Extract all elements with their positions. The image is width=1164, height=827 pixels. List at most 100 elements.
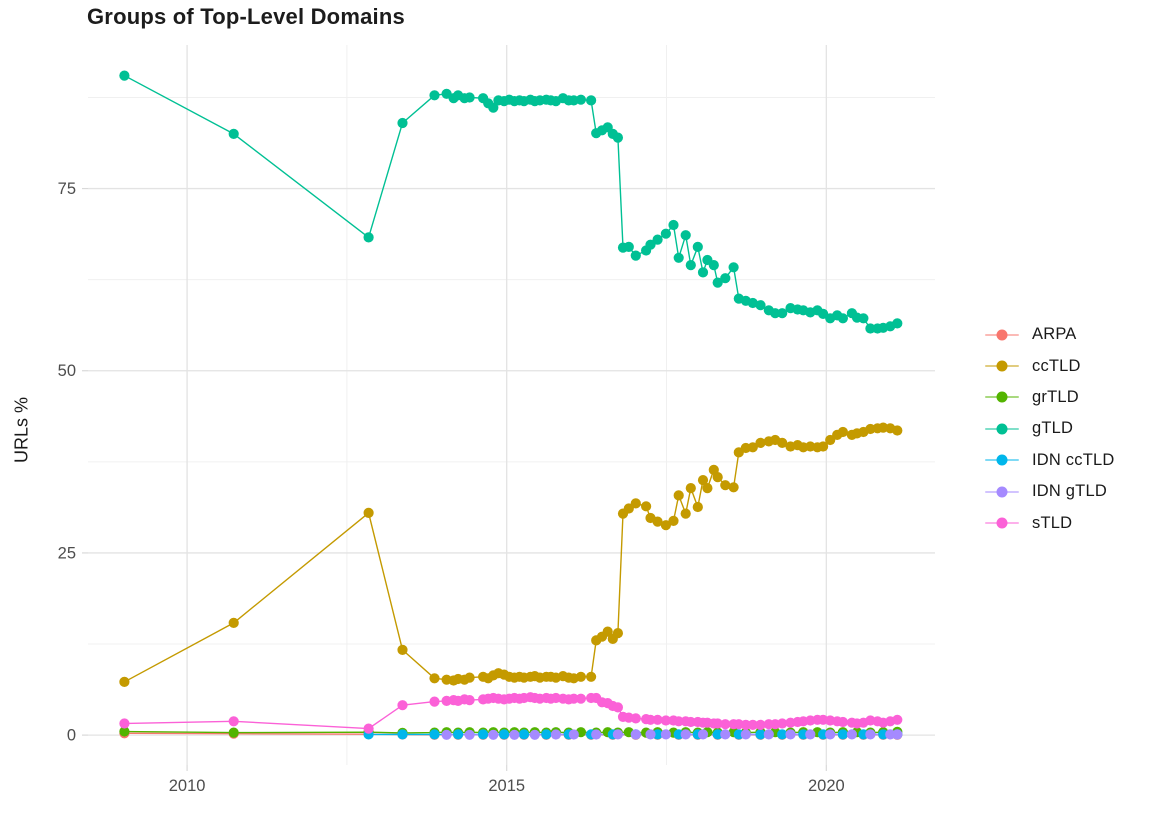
data-point bbox=[673, 729, 684, 740]
data-point bbox=[464, 695, 475, 706]
data-point bbox=[464, 672, 475, 683]
data-point bbox=[623, 241, 634, 252]
data-point bbox=[712, 472, 723, 483]
data-point bbox=[673, 252, 684, 263]
y-tick-label: 25 bbox=[58, 544, 76, 562]
legend-key-icon bbox=[984, 390, 1020, 404]
data-point bbox=[728, 262, 739, 273]
data-point bbox=[755, 729, 766, 740]
data-point bbox=[645, 714, 656, 725]
legend-item-cctld: ccTLD bbox=[984, 350, 1114, 381]
data-point bbox=[680, 508, 691, 519]
data-point bbox=[660, 729, 672, 740]
data-point bbox=[575, 693, 587, 704]
x-tick-label: 2010 bbox=[169, 777, 206, 795]
legend-label: ccTLD bbox=[1032, 356, 1081, 375]
data-point bbox=[763, 729, 774, 740]
data-point bbox=[660, 520, 672, 531]
data-point bbox=[740, 729, 751, 740]
data-point bbox=[575, 671, 587, 682]
data-point bbox=[720, 719, 731, 730]
data-point bbox=[660, 228, 672, 239]
data-point bbox=[478, 729, 489, 740]
data-point bbox=[119, 726, 130, 737]
data-point bbox=[602, 626, 613, 637]
data-point bbox=[397, 117, 408, 129]
data-point bbox=[591, 729, 602, 740]
y-tick-label: 50 bbox=[58, 362, 76, 380]
data-point bbox=[712, 277, 723, 288]
data-point bbox=[740, 719, 751, 731]
data-point bbox=[692, 241, 703, 252]
data-point bbox=[837, 716, 849, 728]
data-point bbox=[660, 715, 672, 726]
data-point bbox=[697, 475, 709, 486]
data-point bbox=[429, 696, 440, 707]
data-point bbox=[692, 501, 703, 513]
data-point bbox=[612, 729, 624, 740]
data-point bbox=[652, 516, 663, 527]
data-point bbox=[733, 729, 744, 740]
data-point bbox=[685, 260, 696, 271]
data-point bbox=[441, 729, 452, 740]
data-point bbox=[652, 234, 663, 245]
data-point bbox=[429, 90, 440, 101]
data-point bbox=[720, 273, 731, 284]
data-point bbox=[747, 442, 758, 453]
legend: ARPA ccTLD grTLD gTLD IDN ccTLD IDN gTLD sTLD bbox=[984, 319, 1114, 539]
data-point bbox=[892, 714, 903, 725]
legend-label: ARPA bbox=[1032, 325, 1077, 344]
data-point bbox=[798, 729, 809, 740]
data-point bbox=[825, 729, 836, 740]
data-point bbox=[685, 716, 696, 728]
data-point bbox=[858, 313, 869, 324]
legend-key-icon bbox=[984, 422, 1020, 436]
data-point bbox=[697, 267, 709, 278]
x-tick-label: 2015 bbox=[488, 777, 525, 795]
data-point bbox=[630, 250, 641, 261]
data-point bbox=[568, 693, 579, 704]
data-point bbox=[397, 644, 408, 656]
data-point bbox=[892, 425, 903, 436]
data-point bbox=[499, 729, 510, 740]
data-point bbox=[429, 673, 440, 684]
data-point bbox=[612, 132, 624, 143]
legend-item-arpa: ARPA bbox=[984, 319, 1114, 350]
chart-title: Groups of Top-Level Domains bbox=[87, 4, 405, 29]
data-point bbox=[652, 714, 663, 725]
data-point bbox=[641, 501, 652, 512]
data-point bbox=[363, 723, 374, 734]
series-points-cctld bbox=[119, 422, 903, 688]
legend-key-icon bbox=[984, 485, 1020, 499]
data-point bbox=[464, 729, 475, 740]
data-point bbox=[529, 729, 540, 740]
data-point bbox=[119, 70, 130, 81]
data-point bbox=[755, 719, 766, 731]
data-point bbox=[397, 700, 408, 711]
data-point bbox=[586, 95, 597, 106]
data-point bbox=[630, 729, 641, 740]
data-point bbox=[747, 297, 758, 309]
legend-item-idn-cctld: IDN ccTLD bbox=[984, 445, 1114, 476]
legend-label: IDN ccTLD bbox=[1032, 450, 1115, 469]
data-point bbox=[568, 729, 579, 740]
legend-label: gTLD bbox=[1032, 419, 1074, 438]
data-point bbox=[228, 128, 239, 139]
legend-item-gtld: gTLD bbox=[984, 413, 1114, 444]
data-point bbox=[770, 308, 781, 319]
data-point bbox=[837, 313, 849, 324]
data-point bbox=[680, 230, 691, 241]
data-point bbox=[429, 729, 440, 740]
data-point bbox=[645, 729, 656, 740]
data-point bbox=[777, 718, 788, 729]
data-point bbox=[575, 94, 587, 105]
legend-label: sTLD bbox=[1032, 513, 1073, 532]
legend-item-grtld: grTLD bbox=[984, 382, 1114, 413]
data-point bbox=[668, 515, 679, 527]
series-points-idn-gtld bbox=[441, 729, 903, 740]
legend-key-icon bbox=[984, 328, 1020, 342]
data-point bbox=[728, 482, 739, 493]
data-point bbox=[818, 729, 829, 740]
data-point bbox=[453, 729, 464, 740]
legend-key-icon bbox=[984, 516, 1020, 530]
